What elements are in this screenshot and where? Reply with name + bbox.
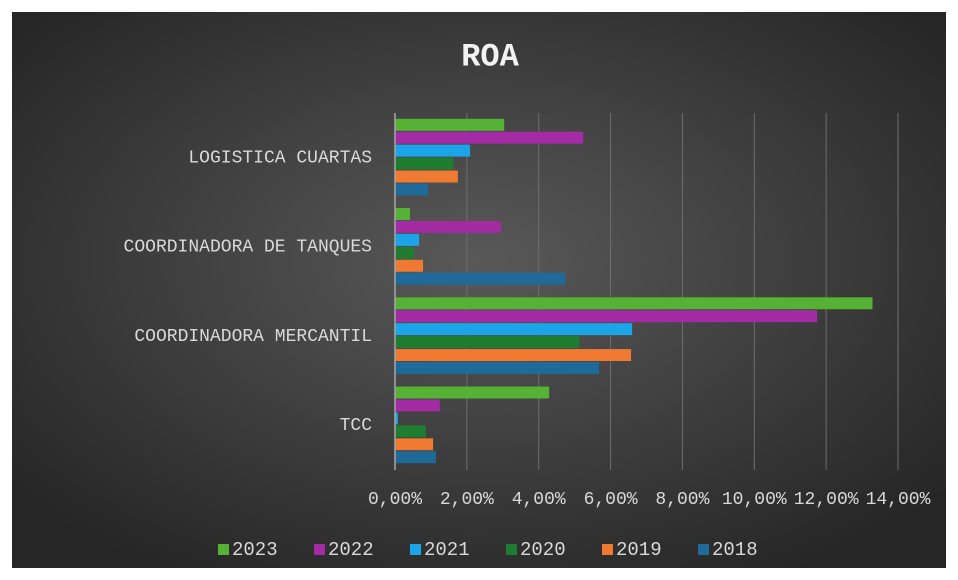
x-tick-label: 4,00%: [512, 490, 566, 510]
bar: [395, 233, 420, 246]
legend-swatch: [698, 544, 709, 555]
bar: [395, 310, 818, 323]
chart-title: ROA: [461, 38, 519, 75]
bar: [395, 412, 398, 425]
legend-swatch: [506, 544, 517, 555]
category-label: COORDINADORA DE TANQUES: [124, 238, 372, 258]
bar: [395, 118, 505, 131]
category-label: LOGISTICA CUARTAS: [188, 148, 372, 168]
bar: [395, 362, 600, 374]
bar: [395, 438, 434, 451]
bar: [395, 349, 632, 362]
bar: [395, 157, 454, 170]
legend-swatch: [218, 544, 229, 555]
x-tick-label: 14,00%: [866, 490, 931, 510]
x-tick-label: 8,00%: [655, 490, 709, 510]
bar: [395, 323, 633, 336]
x-tick-label: 6,00%: [584, 490, 638, 510]
legend-label: 2018: [712, 539, 758, 561]
bar: [395, 183, 429, 196]
legend-swatch: [410, 544, 421, 555]
legend-swatch: [314, 544, 325, 555]
bar: [395, 386, 550, 399]
chart-background: [12, 12, 946, 568]
bar: [395, 259, 424, 272]
bar: [395, 170, 458, 183]
bar: [395, 336, 580, 349]
legend-swatch: [602, 544, 613, 555]
bar: [395, 144, 471, 157]
bar: [395, 220, 501, 233]
category-label: TCC: [340, 416, 373, 436]
legend-label: 2022: [328, 539, 374, 561]
bar: [395, 131, 584, 144]
bar: [395, 451, 436, 464]
legend-label: 2020: [520, 539, 566, 561]
legend-label: 2023: [232, 539, 278, 561]
bar: [395, 425, 426, 438]
x-tick-label: 0,00%: [368, 490, 422, 510]
bar: [395, 208, 411, 220]
legend-label: 2021: [424, 539, 470, 561]
category-label: COORDINADORA MERCANTIL: [134, 327, 372, 347]
bar: [395, 399, 440, 412]
bar: [395, 297, 873, 310]
x-tick-label: 10,00%: [722, 490, 787, 510]
bar: [395, 272, 566, 285]
bar: [395, 246, 415, 259]
x-tick-label: 12,00%: [794, 490, 859, 510]
legend-label: 2019: [616, 539, 662, 561]
x-tick-label: 2,00%: [440, 490, 494, 510]
